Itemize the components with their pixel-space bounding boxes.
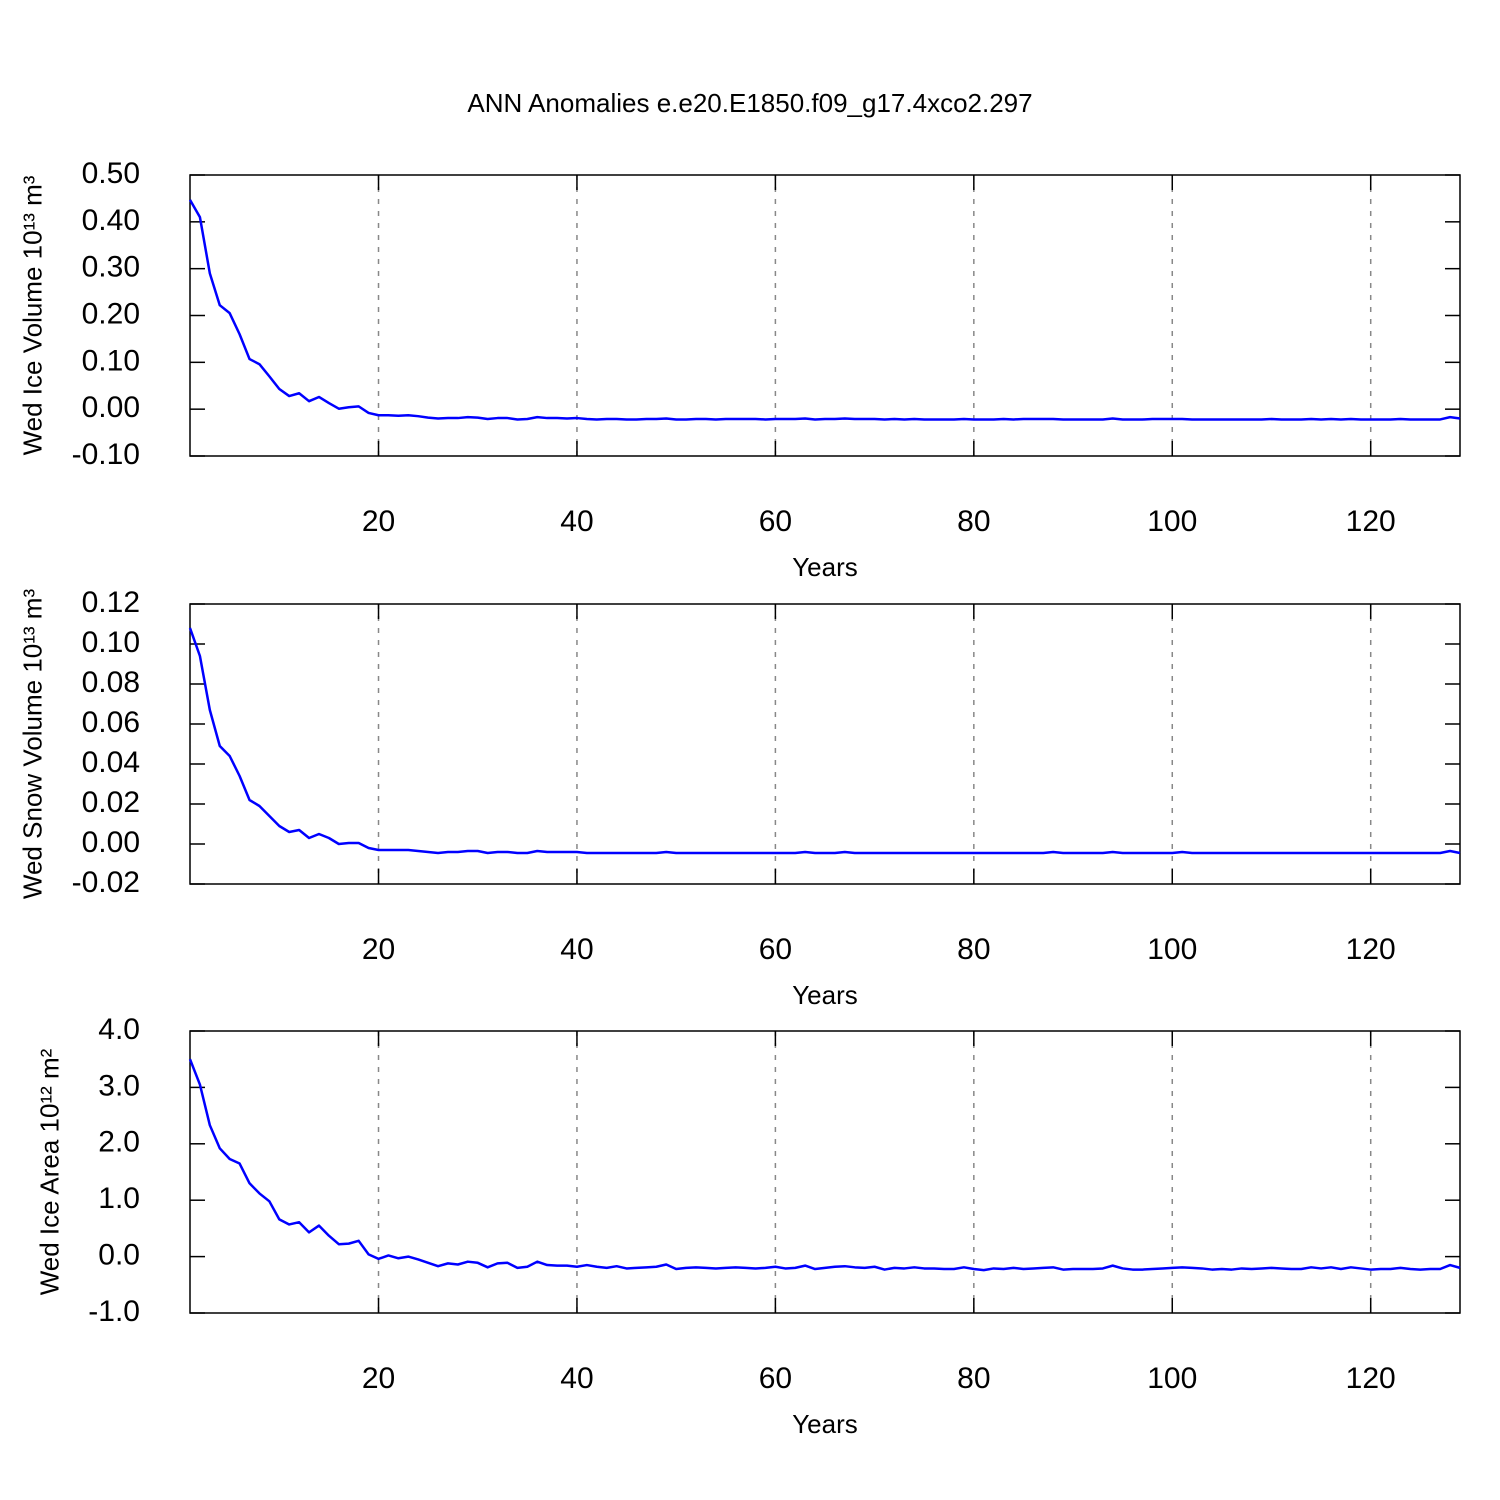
x-tick-label: 80 [957,505,990,538]
y-tick-label: 1.0 [98,1182,140,1215]
plot-frame [189,174,1461,457]
x-axis-label: Years [792,1409,858,1439]
y-tick-label: 0.10 [82,626,140,659]
y-tick-label: -1.0 [88,1295,140,1328]
y-axis-label: Wed Ice Volume 10¹³ m³ [18,175,48,455]
x-tick-label: 40 [560,1362,593,1395]
y-tick-label: 0.50 [82,157,140,190]
x-tick-label: 60 [759,933,792,966]
x-tick-label: 100 [1147,505,1197,538]
x-tick-label: 40 [560,505,593,538]
y-tick-label: 0.00 [82,826,140,859]
x-axis-label: Years [792,980,858,1010]
x-tick-label: 100 [1147,933,1197,966]
y-tick-label: 0.40 [82,204,140,237]
x-tick-label: 20 [362,505,395,538]
y-axis-label: Wed Snow Volume 10¹³ m³ [18,589,48,900]
y-tick-label: 0.00 [82,391,140,424]
y-tick-label: -0.02 [72,866,140,899]
y-tick-label: 0.08 [82,666,140,699]
x-tick-label: 120 [1346,933,1396,966]
y-tick-label: 4.0 [98,1013,140,1046]
y-tick-label: 0.30 [82,251,140,284]
x-tick-label: 20 [362,933,395,966]
y-tick-label: 0.0 [98,1239,140,1272]
x-tick-label: 60 [759,505,792,538]
plot-frame [189,603,1461,885]
y-tick-label: 0.04 [82,746,140,779]
x-tick-label: 40 [560,933,593,966]
x-tick-label: 60 [759,1362,792,1395]
y-axis-label: Wed Ice Area 10¹² m² [34,1048,64,1295]
x-tick-label: 80 [957,933,990,966]
plot-frame [189,1030,1461,1314]
y-tick-label: 0.20 [82,297,140,330]
x-tick-label: 100 [1147,1362,1197,1395]
y-tick-label: 0.06 [82,706,140,739]
y-tick-label: 2.0 [98,1126,140,1159]
y-tick-label: 3.0 [98,1069,140,1102]
x-axis-label: Years [792,552,858,582]
x-tick-label: 20 [362,1362,395,1395]
x-tick-label: 120 [1346,505,1396,538]
y-tick-label: 0.10 [82,344,140,377]
x-tick-label: 80 [957,1362,990,1395]
y-tick-label: 0.12 [82,586,140,619]
data-line [188,199,1461,421]
chart-title: ANN Anomalies e.e20.E1850.f09_g17.4xco2.… [467,88,1032,118]
x-tick-label: 120 [1346,1362,1396,1395]
y-tick-label: 0.02 [82,786,140,819]
data-line [188,1058,1461,1272]
y-tick-label: -0.10 [72,438,140,471]
data-line [188,627,1461,855]
